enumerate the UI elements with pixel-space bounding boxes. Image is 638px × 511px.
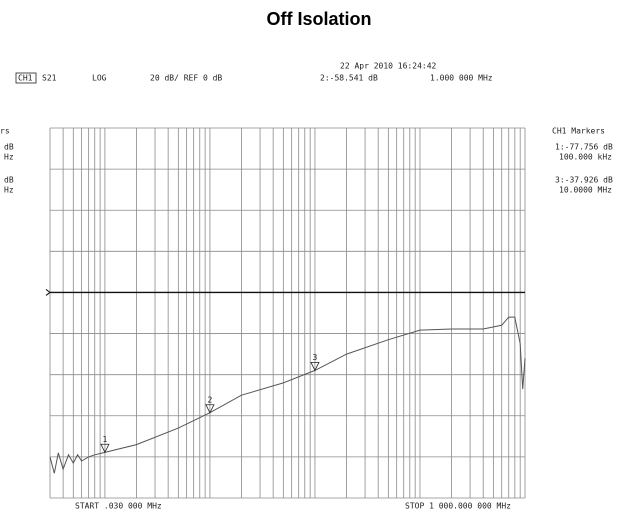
param: S21 <box>42 74 57 83</box>
marker-label: 1 <box>102 435 107 444</box>
trace <box>49 316 526 474</box>
active-marker: 2:-58.541 dB <box>320 74 378 83</box>
active-freq: 1.000 000 MHz <box>430 74 493 83</box>
channel: CH1 <box>18 74 33 83</box>
marker-panel-title: CH1 Markers <box>552 127 605 136</box>
timestamp: 22 Apr 2010 16:24:42 <box>340 62 437 71</box>
marker <box>310 362 320 372</box>
left-fragment: dB <box>4 176 14 185</box>
plot: 1 2 3 <box>45 127 526 499</box>
left-fragment: dB <box>4 143 14 152</box>
marker-entry: 3:-37.926 dB <box>555 176 613 185</box>
marker-entry: 10.0000 MHz <box>559 186 612 195</box>
marker-entry: 1:-77.756 dB <box>555 143 613 152</box>
left-fragment: Hz <box>4 153 14 162</box>
scale: 20 dB/ REF 0 dB <box>150 74 222 83</box>
format: LOG <box>92 74 107 83</box>
reference-arrow <box>45 289 51 296</box>
marker-label: 3 <box>313 353 318 362</box>
marker-entry: 100.000 kHz <box>559 153 612 162</box>
left-fragment: rs <box>0 127 10 136</box>
channel-box <box>15 72 37 84</box>
chart-title: Off Isolation <box>267 9 372 29</box>
start-label: START .030 000 MHz <box>75 502 162 511</box>
left-fragment: Hz <box>4 186 14 195</box>
marker-label: 2 <box>208 395 213 404</box>
stop-label: STOP 1 000.000 000 MHz <box>405 502 511 511</box>
marker <box>205 404 215 414</box>
marker <box>100 443 110 454</box>
